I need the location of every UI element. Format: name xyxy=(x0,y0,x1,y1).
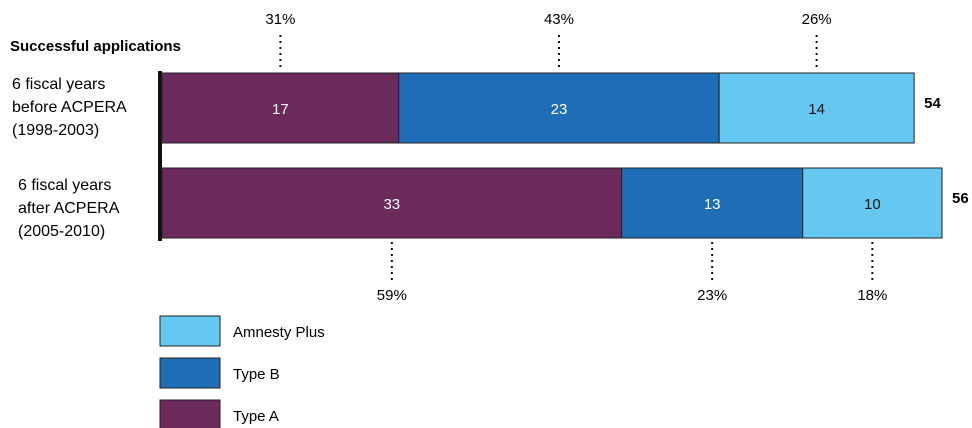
data-label: 33 xyxy=(383,196,400,213)
chart-title: Successful applications xyxy=(10,38,181,55)
category-label: 6 fiscal years xyxy=(12,76,105,93)
percent-label: 43% xyxy=(544,11,574,28)
total-label: 54 xyxy=(924,95,941,112)
percent-label: 31% xyxy=(265,11,295,28)
bar-type-a-1 xyxy=(161,72,400,144)
legend-swatch-amnesty-plus xyxy=(159,315,221,347)
data-label: 13 xyxy=(704,196,721,213)
legend-label-amnesty-plus: Amnesty Plus xyxy=(233,324,325,341)
percent-label: 18% xyxy=(857,287,887,304)
data-label: 17 xyxy=(272,101,289,118)
category-label: 6 fiscal years xyxy=(18,177,111,194)
percent-label: 26% xyxy=(802,11,832,28)
bar-type-b-2 xyxy=(621,167,804,239)
category-label: (1998-2003) xyxy=(12,122,99,139)
legend-swatch-type-a xyxy=(159,399,221,428)
legend-label-type-b: Type B xyxy=(233,366,280,383)
category-label: (2005-2010) xyxy=(18,223,105,240)
category-label: before ACPERA xyxy=(12,99,127,116)
bar-amnesty-plus-2 xyxy=(802,167,943,239)
data-label: 14 xyxy=(808,101,825,118)
percent-label: 23% xyxy=(697,287,727,304)
legend-label-type-a: Type A xyxy=(233,408,279,425)
percent-label: 59% xyxy=(377,287,407,304)
data-label: 23 xyxy=(551,101,568,118)
bar-amnesty-plus-1 xyxy=(718,72,915,144)
bar-type-a-2 xyxy=(161,167,623,239)
data-label: 10 xyxy=(864,196,881,213)
total-label: 56 xyxy=(952,190,969,207)
legend-swatch-type-b xyxy=(159,357,221,389)
category-label: after ACPERA xyxy=(18,200,120,217)
